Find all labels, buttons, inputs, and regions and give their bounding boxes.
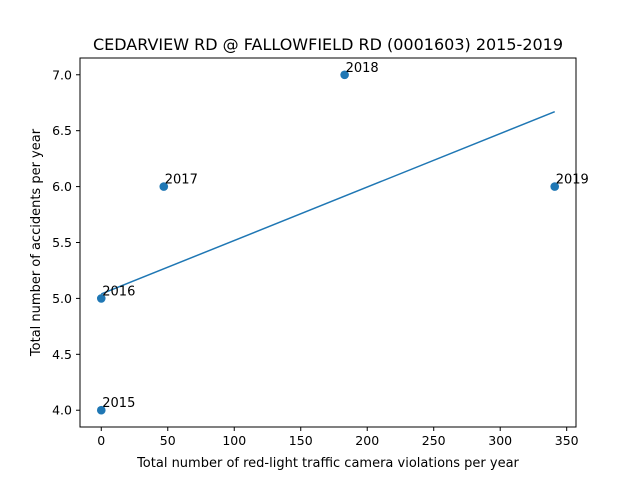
x-axis: 0 50 100 150 200 250 300 350 (97, 427, 579, 448)
data-point (550, 182, 560, 191)
plot-area: 2015 2016 2017 2018 2019 (96, 61, 589, 415)
x-tick-label: 200 (355, 433, 379, 448)
x-tick-label: 50 (160, 433, 176, 448)
point-label: 2015 (102, 396, 135, 411)
trend-line (100, 110, 556, 295)
x-tick-label: 250 (422, 433, 446, 448)
data-point (159, 182, 169, 191)
y-axis-label: Total number of accidents per year (29, 128, 44, 357)
chart-title: CEDARVIEW RD @ FALLOWFIELD RD (0001603) … (93, 35, 563, 54)
y-tick-label: 6.5 (52, 123, 72, 138)
x-tick-label: 300 (488, 433, 512, 448)
y-tick-label: 6.0 (52, 179, 72, 194)
x-tick-label: 350 (555, 433, 579, 448)
axes-frame (79, 57, 577, 428)
y-tick-label: 5.0 (52, 291, 72, 306)
point-label: 2019 (556, 173, 589, 188)
data-point (340, 70, 349, 80)
point-label: 2018 (346, 61, 379, 76)
x-tick-label: 150 (289, 433, 313, 448)
point-label: 2016 (102, 284, 135, 299)
y-tick-label: 4.5 (52, 347, 72, 362)
point-label: 2017 (165, 173, 198, 188)
y-tick-label: 5.5 (52, 235, 72, 250)
x-tick-label: 0 (97, 433, 105, 448)
y-axis: 4.0 4.5 5.0 5.5 6.0 6.5 7.0 (52, 67, 80, 418)
data-point (96, 294, 106, 303)
x-tick-label: 100 (222, 433, 246, 448)
y-tick-label: 4.0 (52, 403, 72, 418)
data-point (96, 405, 106, 415)
x-axis-label: Total number of red-light traffic camera… (136, 456, 519, 471)
y-tick-label: 7.0 (52, 67, 72, 82)
